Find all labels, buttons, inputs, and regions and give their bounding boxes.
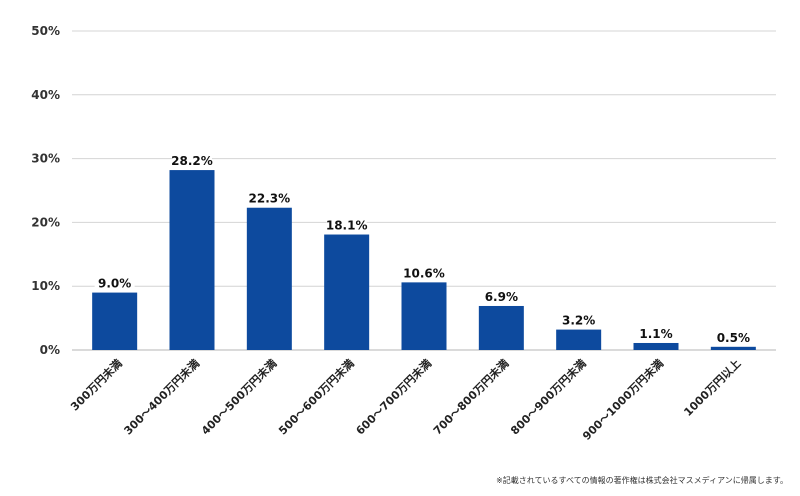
category-label: 300万円未満 [68,356,125,413]
bar [169,170,215,350]
data-label: 28.2% [171,154,213,168]
bar [633,342,679,350]
data-label: 9.0% [98,277,131,291]
data-label: 22.3% [249,192,291,206]
y-tick-label: 0% [40,343,60,357]
category-label: 700～800万円未満 [430,356,511,437]
category-label: 800～900万円未満 [508,356,589,437]
bar [401,282,447,350]
bar [478,305,524,350]
bar [324,234,370,350]
data-label-background [713,329,754,345]
y-tick-label: 20% [31,215,60,229]
category-label: 500～600万円未満 [276,356,357,437]
data-label: 18.1% [326,219,368,233]
data-label-background [326,217,367,233]
category-labels: 300万円未満300～400万円未満400～500万円未満500～600万円未満… [68,356,744,443]
data-label: 3.2% [562,314,595,328]
data-label: 0.5% [717,331,750,345]
category-label: 1000万円以上 [681,356,744,419]
bar [556,329,602,350]
category-label: 400～500万円未満 [198,356,279,437]
y-tick-label: 10% [31,279,60,293]
data-label-background [636,325,676,341]
copyright-footnote: ※記載されているすべての情報の著作権は株式会社マスメディアンに帰属します。 [496,476,788,485]
y-tick-label: 40% [31,88,60,102]
data-label-background [249,190,290,206]
y-axis-ticks: 0% 10% 20% 30% 40% 50% [31,24,60,357]
data-label: 6.9% [485,290,518,304]
category-label: 300～400万円未満 [121,356,202,437]
bar [246,207,292,350]
y-tick-label: 30% [31,152,60,166]
data-label-background [481,288,522,304]
category-label: 900～1000万円未満 [579,356,666,443]
category-label: 600～700万円未満 [353,356,434,437]
data-label-background [404,265,444,281]
bar [92,292,138,350]
y-tick-label: 50% [31,24,60,38]
data-label-background [94,275,135,291]
bar [710,346,756,350]
data-label: 10.6% [403,266,445,280]
bars [92,170,756,350]
data-label: 1.1% [639,327,672,341]
data-label-background [558,312,599,328]
data-label-background [172,153,212,169]
data-labels: 9.0% 28.2% 22.3% 18.1% 10.6% 6.9% 3.2% 1.1% 0.5% [94,153,754,345]
